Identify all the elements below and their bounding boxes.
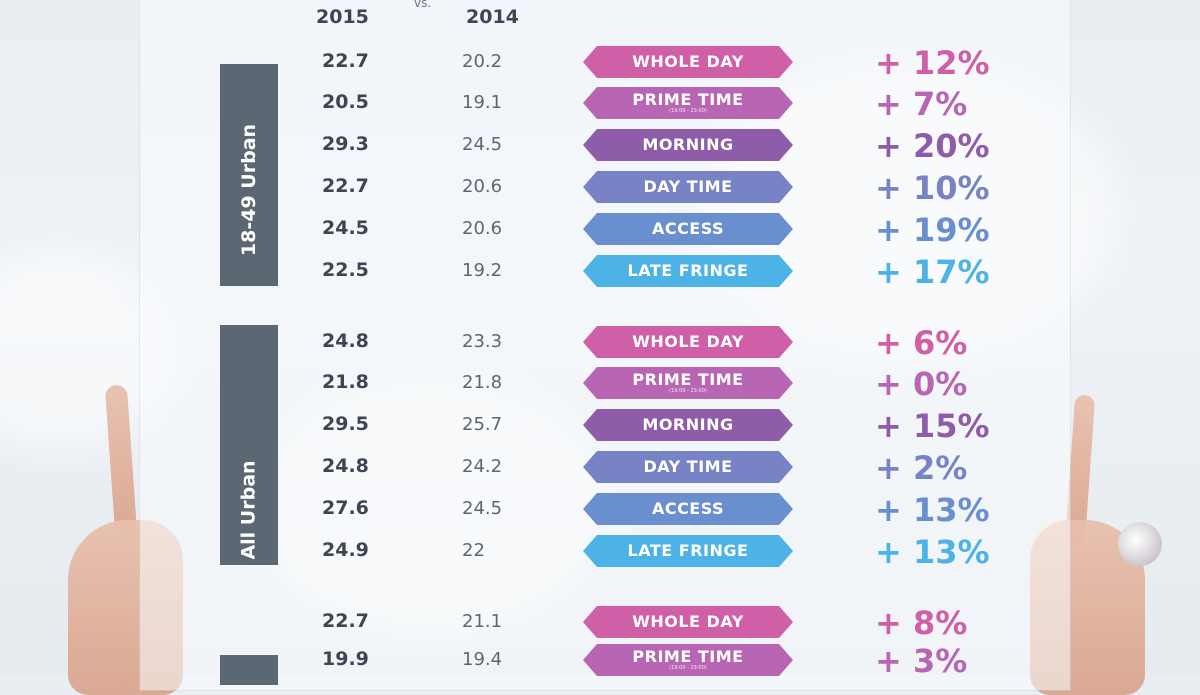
table-row: 24.5 20.6 ACCESS + 19% (0, 211, 1200, 249)
table-row: 19.9 19.4 PRIME TIME (19:00 - 23:00) + 3% (0, 642, 1200, 680)
percent-change: + 2% (875, 449, 968, 487)
value-2014: 24.2 (462, 456, 503, 477)
percent-change: + 0% (875, 365, 968, 403)
value-2014: 20.2 (462, 51, 503, 72)
value-2014: 20.6 (462, 176, 503, 197)
daypart-badge: MORNING (583, 129, 793, 161)
table-row: 29.3 24.5 MORNING + 20% (0, 127, 1200, 165)
percent-change: + 19% (875, 211, 990, 249)
percent-change: + 13% (875, 491, 990, 529)
value-2014: 24.5 (462, 498, 503, 519)
daypart-badge: PRIME TIME (19:00 - 23:00) (583, 644, 793, 676)
daypart-badge: ACCESS (583, 213, 793, 245)
percent-change: + 17% (875, 253, 990, 291)
value-2015: 24.9 (322, 539, 369, 561)
value-2015: 20.5 (322, 91, 369, 113)
percent-change: + 7% (875, 85, 968, 123)
value-2015: 29.3 (322, 133, 369, 155)
value-2014: 25.7 (462, 414, 503, 435)
daypart-badge: LATE FRINGE (583, 535, 793, 567)
table-row: 22.7 21.1 WHOLE DAY + 8% (0, 604, 1200, 642)
daypart-badge: DAY TIME (583, 451, 793, 483)
daypart-badge: PRIME TIME (19:00 - 23:00) (583, 367, 793, 399)
percent-change: + 15% (875, 407, 990, 445)
table-row: 29.5 25.7 MORNING + 15% (0, 407, 1200, 445)
percent-change: + 3% (875, 642, 968, 680)
value-2014: 24.5 (462, 134, 503, 155)
table-row: 22.7 20.6 DAY TIME + 10% (0, 169, 1200, 207)
table-row: 22.5 19.2 LATE FRINGE + 17% (0, 253, 1200, 291)
value-2014: 19.1 (462, 92, 503, 113)
value-2015: 22.7 (322, 610, 369, 632)
value-2014: 19.2 (462, 260, 503, 281)
value-2015: 24.8 (322, 455, 369, 477)
daypart-badge: WHOLE DAY (583, 46, 793, 78)
value-2014: 19.4 (462, 649, 503, 670)
value-2015: 22.7 (322, 50, 369, 72)
percent-change: + 12% (875, 44, 990, 82)
value-2014: 21.8 (462, 372, 503, 393)
value-2015: 19.9 (322, 648, 369, 670)
percent-change: + 20% (875, 127, 990, 165)
percent-change: + 13% (875, 533, 990, 571)
value-2015: 24.5 (322, 217, 369, 239)
value-2015: 27.6 (322, 497, 369, 519)
daypart-badge: PRIME TIME (19:00 - 23:00) (583, 87, 793, 119)
value-2015: 22.5 (322, 259, 369, 281)
value-2014: 21.1 (462, 611, 503, 632)
group-bar-18-49-urban (220, 64, 278, 286)
table-row: 24.9 22 LATE FRINGE + 13% (0, 533, 1200, 571)
column-header-vs: vs. (414, 0, 432, 10)
value-2014: 20.6 (462, 218, 503, 239)
percent-change: + 8% (875, 604, 968, 642)
table-row: 22.7 20.2 WHOLE DAY + 12% (0, 44, 1200, 82)
daypart-badge: MORNING (583, 409, 793, 441)
column-header-2015: 2015 (316, 6, 369, 28)
table-row: 20.5 19.1 PRIME TIME (19:00 - 23:00) + 7% (0, 85, 1200, 123)
column-header-2014: 2014 (466, 6, 519, 28)
daypart-badge: LATE FRINGE (583, 255, 793, 287)
value-2015: 22.7 (322, 175, 369, 197)
daypart-badge: WHOLE DAY (583, 606, 793, 638)
percent-change: + 10% (875, 169, 990, 207)
value-2015: 29.5 (322, 413, 369, 435)
table-row: 27.6 24.5 ACCESS + 13% (0, 491, 1200, 529)
group-bar-all-urban (220, 325, 278, 565)
value-2015: 24.8 (322, 330, 369, 352)
value-2015: 21.8 (322, 371, 369, 393)
value-2014: 22 (462, 540, 485, 561)
ring-icon (1118, 522, 1162, 566)
percent-change: + 6% (875, 324, 968, 362)
daypart-badge: ACCESS (583, 493, 793, 525)
table-row: 24.8 23.3 WHOLE DAY + 6% (0, 324, 1200, 362)
daypart-badge: WHOLE DAY (583, 326, 793, 358)
daypart-badge: DAY TIME (583, 171, 793, 203)
value-2014: 23.3 (462, 331, 503, 352)
table-row: 24.8 24.2 DAY TIME + 2% (0, 449, 1200, 487)
table-row: 21.8 21.8 PRIME TIME (19:00 - 23:00) + 0% (0, 365, 1200, 403)
